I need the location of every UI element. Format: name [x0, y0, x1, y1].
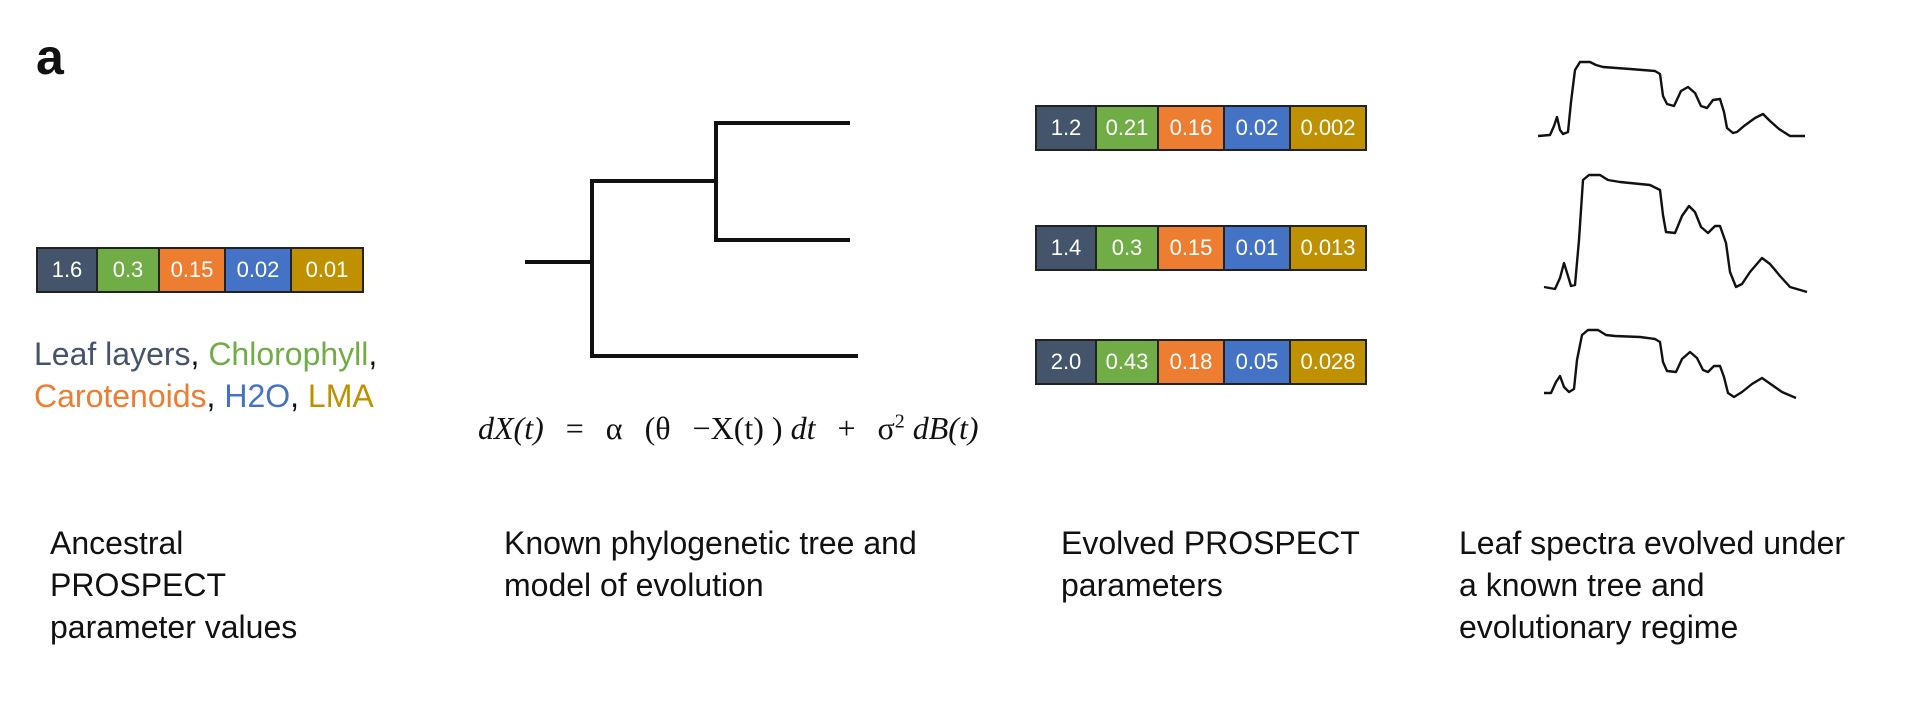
- caption-ancestral-line-1: Ancestral: [50, 525, 184, 561]
- legend-separator: ,: [206, 378, 216, 414]
- evolved-3-chlorophyll-cell: 0.43: [1097, 341, 1159, 383]
- equation-exponent: 2: [894, 410, 905, 433]
- phylogenetic-tree: [525, 121, 858, 358]
- ancestral-chlorophyll-cell: 0.3: [98, 249, 160, 291]
- caption-spectra-line-2: a known tree and: [1459, 567, 1705, 603]
- caption-ancestral-line-2: PROSPECT: [50, 567, 227, 603]
- legend-chlorophyll: Chlorophyll: [208, 336, 369, 372]
- legend-carotenoids: Carotenoids: [34, 378, 207, 414]
- leaf-spectrum-2: [1543, 173, 1808, 294]
- caption-evolved: Evolved PROSPECT parameters: [1061, 522, 1360, 606]
- legend-separator: ,: [290, 378, 300, 414]
- evolved-3-lma-cell: 0.028: [1291, 341, 1365, 383]
- equation-sigma: σ: [877, 410, 895, 446]
- evolved-3-carotenoids-cell: 0.18: [1159, 341, 1225, 383]
- evolved-2-h2o-cell: 0.01: [1225, 227, 1291, 269]
- parameter-legend: Leaf layers, Chlorophyll, Carotenoids, H…: [34, 333, 377, 417]
- evolved-2-carotenoids-cell: 0.15: [1159, 227, 1225, 269]
- legend-leaf-layers: Leaf layers: [34, 336, 191, 372]
- evolved-3-leaf-layers-cell: 2.0: [1037, 341, 1097, 383]
- evolved-1-h2o-cell: 0.02: [1225, 107, 1291, 149]
- evolved-1-leaf-layers-cell: 1.2: [1037, 107, 1097, 149]
- ancestral-parameter-row: 1.6 0.3 0.15 0.02 0.01: [36, 247, 364, 293]
- caption-spectra-line-3: evolutionary regime: [1459, 609, 1739, 645]
- equation-plus: +: [837, 410, 856, 446]
- evolved-1-lma-cell: 0.002: [1291, 107, 1365, 149]
- equation-minus-x: −X(t) ): [692, 410, 783, 446]
- evolved-1-chlorophyll-cell: 0.21: [1097, 107, 1159, 149]
- evolved-2-chlorophyll-cell: 0.3: [1097, 227, 1159, 269]
- evolved-parameter-row-2: 1.4 0.3 0.15 0.01 0.013: [1035, 225, 1367, 271]
- equation-equals: =: [565, 410, 584, 446]
- caption-spectra: Leaf spectra evolved under a known tree …: [1459, 522, 1845, 648]
- evolved-2-leaf-layers-cell: 1.4: [1037, 227, 1097, 269]
- ancestral-lma-cell: 0.01: [292, 249, 362, 291]
- equation-lhs: dX(t): [478, 410, 544, 446]
- evolved-parameter-row-3: 2.0 0.43 0.18 0.05 0.028: [1035, 339, 1367, 385]
- ou-model-equation: dX(t) = α (θ −X(t) ) dt + σ2 dB(t): [478, 410, 979, 447]
- evolved-3-h2o-cell: 0.05: [1225, 341, 1291, 383]
- legend-h2o: H2O: [224, 378, 291, 414]
- equation-dB: dB(t): [912, 410, 979, 446]
- ancestral-h2o-cell: 0.02: [226, 249, 292, 291]
- equation-theta-open: (θ: [644, 410, 671, 446]
- ancestral-leaf-layers-cell: 1.6: [38, 249, 98, 291]
- evolved-1-carotenoids-cell: 0.16: [1159, 107, 1225, 149]
- leaf-spectrum-1: [1537, 60, 1805, 138]
- evolved-2-lma-cell: 0.013: [1291, 227, 1365, 269]
- evolved-parameter-row-1: 1.2 0.21 0.16 0.02 0.002: [1035, 105, 1367, 151]
- caption-tree-line-1: Known phylogenetic tree and: [504, 525, 917, 561]
- leaf-spectrum-3: [1544, 328, 1797, 400]
- caption-spectra-line-1: Leaf spectra evolved under: [1459, 525, 1846, 561]
- caption-tree-line-2: model of evolution: [504, 567, 764, 603]
- equation-alpha: α: [605, 410, 623, 446]
- legend-separator: ,: [368, 336, 378, 372]
- legend-separator: ,: [190, 336, 200, 372]
- ancestral-carotenoids-cell: 0.15: [160, 249, 226, 291]
- caption-ancestral-line-3: parameter values: [50, 609, 298, 645]
- leaf-spectra: [1537, 60, 1808, 400]
- legend-lma: LMA: [307, 378, 374, 414]
- caption-ancestral: Ancestral PROSPECT parameter values: [50, 522, 297, 648]
- caption-tree: Known phylogenetic tree and model of evo…: [504, 522, 917, 606]
- equation-dt: dt: [790, 410, 816, 446]
- caption-evolved-line-2: parameters: [1061, 567, 1223, 603]
- caption-evolved-line-1: Evolved PROSPECT: [1061, 525, 1360, 561]
- panel-label: a: [36, 29, 64, 85]
